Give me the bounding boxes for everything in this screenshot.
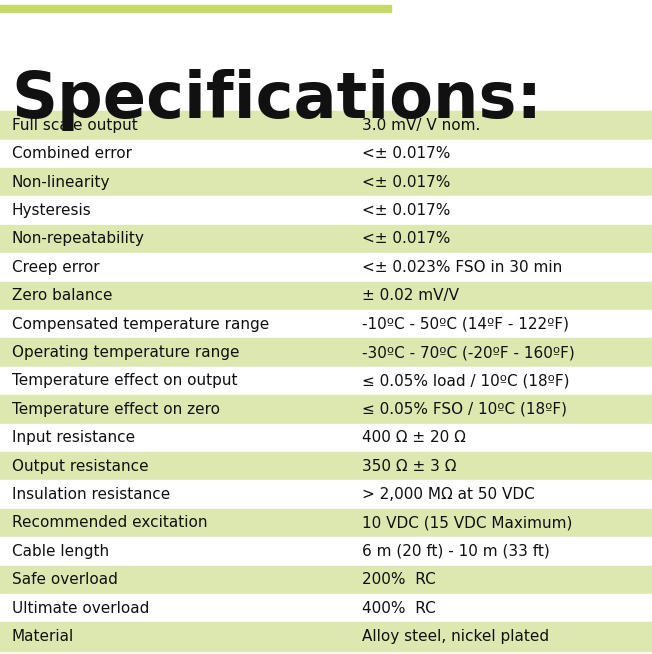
Bar [0,594,652,623]
Bar [0,509,652,537]
Text: Non-repeatability: Non-repeatability [12,232,145,247]
Text: -30ºC - 70ºC (-20ºF - 160ºF): -30ºC - 70ºC (-20ºF - 160ºF) [362,345,574,360]
Text: <± 0.017%: <± 0.017% [362,232,451,247]
Text: <± 0.023% FSO in 30 min: <± 0.023% FSO in 30 min [362,260,562,275]
Text: Combined error: Combined error [12,146,132,162]
Text: 200%  RC: 200% RC [362,572,436,587]
Bar [0,338,652,367]
Text: Full scale output: Full scale output [12,118,138,133]
Bar [0,395,652,424]
Text: Safe overload: Safe overload [12,572,117,587]
Text: <± 0.017%: <± 0.017% [362,146,451,162]
Text: Cable length: Cable length [12,544,109,559]
Text: Zero balance: Zero balance [12,288,112,303]
Bar [0,225,652,253]
Text: Alloy steel, nickel plated: Alloy steel, nickel plated [362,629,549,644]
Bar [0,367,652,395]
Text: Output resistance: Output resistance [12,458,149,473]
Bar [0,253,652,282]
Text: Temperature effect on zero: Temperature effect on zero [12,402,220,417]
Bar [0,566,652,594]
Text: > 2,000 MΩ at 50 VDC: > 2,000 MΩ at 50 VDC [362,487,535,502]
Text: Recommended excitation: Recommended excitation [12,515,207,530]
Text: ≤ 0.05% load / 10ºC (18ºF): ≤ 0.05% load / 10ºC (18ºF) [362,373,569,388]
Text: <± 0.017%: <± 0.017% [362,203,451,218]
Bar [0,168,652,196]
Text: Ultimate overload: Ultimate overload [12,600,149,615]
Text: Hysteresis: Hysteresis [12,203,91,218]
Bar [0,424,652,452]
Text: 400%  RC: 400% RC [362,600,436,615]
Text: Non-linearity: Non-linearity [12,175,110,190]
Text: 3.0 mV/ V nom.: 3.0 mV/ V nom. [362,118,481,133]
Text: 6 m (20 ft) - 10 m (33 ft): 6 m (20 ft) - 10 m (33 ft) [362,544,550,559]
Text: Operating temperature range: Operating temperature range [12,345,239,360]
Text: Insulation resistance: Insulation resistance [12,487,170,502]
Text: Creep error: Creep error [12,260,99,275]
Text: Temperature effect on output: Temperature effect on output [12,373,237,388]
Text: Compensated temperature range: Compensated temperature range [12,317,269,332]
Bar [0,623,652,651]
Bar [0,452,652,480]
Text: -10ºC - 50ºC (14ºF - 122ºF): -10ºC - 50ºC (14ºF - 122ºF) [362,317,569,332]
Text: 10 VDC (15 VDC Maximum): 10 VDC (15 VDC Maximum) [362,515,572,530]
Text: Specifications:: Specifications: [12,69,542,131]
Bar [0,282,652,310]
Bar [0,480,652,509]
Bar [0,537,652,566]
Text: <± 0.017%: <± 0.017% [362,175,451,190]
Bar [0,5,391,12]
Bar [0,139,652,168]
Text: 400 Ω ± 20 Ω: 400 Ω ± 20 Ω [362,430,466,445]
Text: Material: Material [12,629,74,644]
Text: Input resistance: Input resistance [12,430,135,445]
Bar [0,196,652,225]
Text: ± 0.02 mV/V: ± 0.02 mV/V [362,288,459,303]
Bar [0,310,652,338]
Text: ≤ 0.05% FSO / 10ºC (18ºF): ≤ 0.05% FSO / 10ºC (18ºF) [362,402,567,417]
Bar [0,111,652,139]
Text: 350 Ω ± 3 Ω: 350 Ω ± 3 Ω [362,458,456,473]
